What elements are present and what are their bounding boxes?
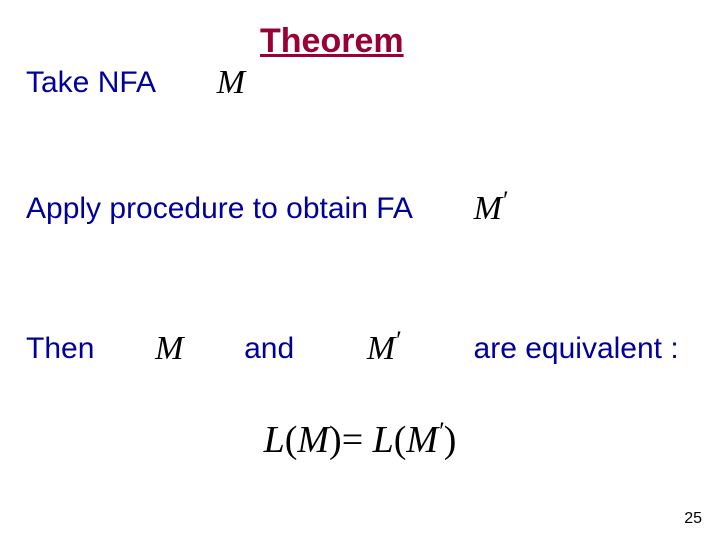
equation-row: L(M)= L(M′) bbox=[0, 418, 720, 462]
symbol-M-prime: M′ bbox=[474, 190, 508, 228]
slide: Theorem Take NFA M Apply procedure to ob… bbox=[0, 0, 720, 540]
page-number: 25 bbox=[684, 510, 702, 528]
symbol-M: M bbox=[217, 64, 245, 102]
text-and: and bbox=[244, 332, 294, 366]
line-take-nfa: Take NFA M bbox=[26, 64, 245, 102]
text-apply-procedure: Apply procedure to obtain FA bbox=[26, 192, 413, 226]
equation-L-M-eq-L-Mprime: L(M)= L(M′) bbox=[264, 418, 457, 462]
slide-title: Theorem bbox=[260, 22, 404, 61]
text-take-nfa: Take NFA bbox=[26, 66, 156, 100]
symbol-M-prime-2: M′ bbox=[367, 330, 401, 368]
symbol-M-2: M bbox=[155, 330, 183, 368]
line-then-equivalent: Then M and M′ are equivalent : bbox=[26, 330, 679, 368]
line-apply-procedure: Apply procedure to obtain FA M′ bbox=[26, 190, 508, 228]
text-then: Then bbox=[26, 332, 94, 366]
text-are-equivalent: are equivalent : bbox=[474, 332, 679, 366]
